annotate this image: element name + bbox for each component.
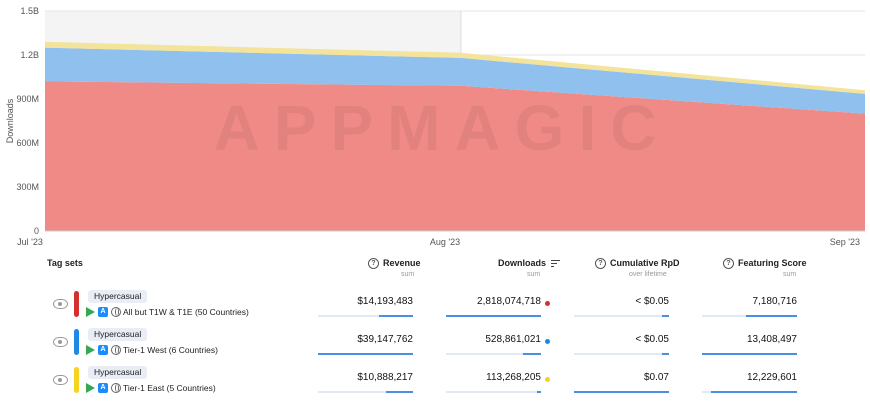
rpd-bar <box>574 315 669 317</box>
downloads-value: 528,861,021 <box>485 334 541 345</box>
eye-icon[interactable] <box>53 337 68 347</box>
eye-icon[interactable] <box>53 299 68 309</box>
area-series-2 <box>45 47 865 114</box>
downloads-value: 113,268,205 <box>486 372 541 383</box>
google-play-icon <box>86 345 95 355</box>
featuring-value: 7,180,716 <box>752 296 798 307</box>
revenue-header[interactable]: ? Revenue <box>368 258 421 270</box>
x-tick-label: Jul '23 <box>17 237 43 247</box>
downloads-series-dot <box>545 339 550 344</box>
downloads-header[interactable]: Downloads <box>498 258 561 269</box>
rpd-bar <box>574 391 669 393</box>
y-tick-label: 1.5B <box>20 6 39 16</box>
app-store-icon: A <box>98 383 108 393</box>
revenue-value: $39,147,762 <box>357 334 413 345</box>
rpd-value: < $0.05 <box>635 334 669 345</box>
tag-chip[interactable]: Hypercasual <box>88 328 148 341</box>
revenue-bar <box>318 315 413 317</box>
downloads-bar-fill <box>446 315 541 317</box>
help-icon[interactable]: ? <box>368 258 379 270</box>
featuring-bar-fill <box>745 315 797 317</box>
featuring-sum-label: sum <box>783 271 797 278</box>
tag-chip[interactable]: Hypercasual <box>88 366 148 379</box>
revenue-bar-fill <box>318 353 413 355</box>
downloads-bar <box>446 391 541 393</box>
rpd-bar-fill <box>574 391 669 393</box>
featuring-header-label: Featuring Score <box>738 258 807 268</box>
y-axis-title: Downloads <box>5 98 15 143</box>
eye-icon[interactable] <box>53 375 68 385</box>
x-tick-label: Sep '23 <box>830 237 860 247</box>
rpd-lifetime-label: over lifetime <box>629 271 667 278</box>
area-series-1 <box>45 81 865 232</box>
downloads-value: 2,818,074,718 <box>477 296 541 307</box>
featuring-bar <box>702 353 797 355</box>
tag-sets-header: Tag sets <box>47 258 83 268</box>
revenue-value: $10,888,217 <box>357 372 413 383</box>
rpd-header[interactable]: ? Cumulative RpD <box>595 258 680 270</box>
revenue-header-label: Revenue <box>383 258 421 268</box>
downloads-area-chart: 0 300M 600M 900M 1.2B 1.5B APPMAGIC Jul '23 Aug … <box>5 6 865 247</box>
featuring-bar-fill <box>710 391 797 393</box>
y-tick-label: 900M <box>16 94 39 104</box>
downloads-bar <box>446 353 541 355</box>
featuring-bar-fill <box>702 353 797 355</box>
table-row[interactable]: Hypercasual A Tier-1 East (5 Countries) $10… <box>0 364 870 402</box>
google-play-icon <box>86 383 95 393</box>
featuring-value: 13,408,497 <box>746 334 797 345</box>
globe-icon <box>111 383 121 393</box>
revenue-bar <box>318 353 413 355</box>
revenue-sum-label: sum <box>401 271 415 278</box>
downloads-header-label: Downloads <box>498 258 547 268</box>
series-color-bar <box>74 367 79 393</box>
rpd-bar <box>574 353 669 355</box>
rpd-value: $0.07 <box>643 372 669 383</box>
google-play-icon <box>86 307 95 317</box>
revenue-bar-fill <box>378 315 413 317</box>
globe-icon <box>111 345 121 355</box>
app-store-icon: A <box>98 345 108 355</box>
appmagic-watermark: APPMAGIC <box>214 92 671 164</box>
help-icon[interactable]: ? <box>595 258 606 270</box>
downloads-bar-fill <box>522 353 541 355</box>
y-tick-label: 1.2B <box>20 50 39 60</box>
y-tick-label: 0 <box>34 226 39 236</box>
x-tick-label: Aug '23 <box>430 237 460 247</box>
rpd-bar-fill <box>662 353 669 355</box>
rpd-header-label: Cumulative RpD <box>610 258 680 268</box>
downloads-sum-label: sum <box>527 271 541 278</box>
series-color-bar <box>74 329 79 355</box>
tag-set-label: Tier-1 West (6 Countries) <box>123 345 218 355</box>
revenue-value: $14,193,483 <box>357 296 413 307</box>
featuring-bar <box>702 391 797 393</box>
series-color-bar <box>74 291 79 317</box>
tag-chip[interactable]: Hypercasual <box>88 290 148 303</box>
sort-descending-icon[interactable] <box>551 258 561 269</box>
revenue-bar <box>318 391 413 393</box>
tag-set-label: Tier-1 East (5 Countries) <box>123 383 216 393</box>
area-series-3 <box>45 41 865 94</box>
featuring-bar <box>702 315 797 317</box>
globe-icon <box>111 307 121 317</box>
app-store-icon: A <box>98 307 108 317</box>
featuring-header[interactable]: ? Featuring Score <box>723 258 807 270</box>
table-row[interactable]: Hypercasual A All but T1W & T1E (50 Countr… <box>0 288 870 326</box>
downloads-series-dot <box>545 301 550 306</box>
y-tick-label: 600M <box>16 138 39 148</box>
help-icon[interactable]: ? <box>723 258 734 270</box>
rpd-bar-fill <box>662 315 669 317</box>
downloads-bar <box>446 315 541 317</box>
featuring-value: 12,229,601 <box>746 372 797 383</box>
tag-set-label: All but T1W & T1E (50 Countries) <box>123 307 249 317</box>
downloads-bar-fill <box>537 391 541 393</box>
rpd-value: < $0.05 <box>635 296 669 307</box>
downloads-series-dot <box>545 377 550 382</box>
revenue-bar-fill <box>386 391 413 393</box>
y-tick-label: 300M <box>16 182 39 192</box>
table-row[interactable]: Hypercasual A Tier-1 West (6 Countries) $39… <box>0 326 870 364</box>
